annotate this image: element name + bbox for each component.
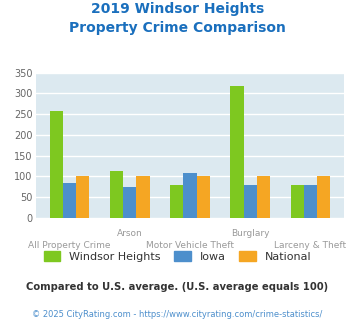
Bar xyxy=(50,111,63,218)
Bar xyxy=(76,176,89,218)
Text: © 2025 CityRating.com - https://www.cityrating.com/crime-statistics/: © 2025 CityRating.com - https://www.city… xyxy=(32,310,323,319)
Text: Compared to U.S. average. (U.S. average equals 100): Compared to U.S. average. (U.S. average … xyxy=(26,282,329,292)
Bar xyxy=(63,183,76,218)
Text: Burglary: Burglary xyxy=(231,229,269,238)
Bar xyxy=(230,86,244,218)
Bar xyxy=(123,187,136,218)
Bar xyxy=(170,184,183,218)
Bar xyxy=(304,184,317,218)
Bar xyxy=(110,171,123,218)
Text: Property Crime Comparison: Property Crime Comparison xyxy=(69,21,286,35)
Text: All Property Crime: All Property Crime xyxy=(28,241,111,250)
Bar xyxy=(136,176,149,218)
Bar xyxy=(257,176,270,218)
Text: Motor Vehicle Theft: Motor Vehicle Theft xyxy=(146,241,234,250)
Text: 2019 Windsor Heights: 2019 Windsor Heights xyxy=(91,2,264,16)
Text: Arson: Arson xyxy=(117,229,143,238)
Bar xyxy=(197,176,210,218)
Legend: Windsor Heights, Iowa, National: Windsor Heights, Iowa, National xyxy=(39,247,316,266)
Bar xyxy=(183,173,197,218)
Bar xyxy=(290,184,304,218)
Text: Larceny & Theft: Larceny & Theft xyxy=(274,241,346,250)
Bar xyxy=(317,176,330,218)
Bar xyxy=(244,184,257,218)
